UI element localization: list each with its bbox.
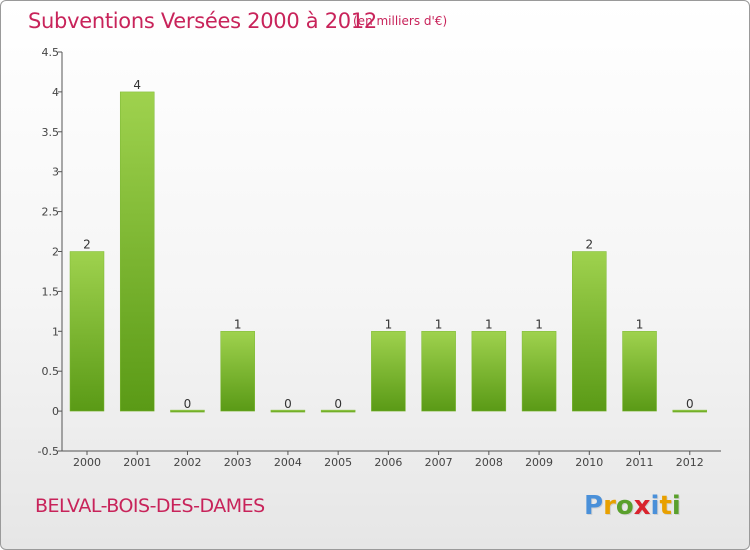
- logo-letter: i: [650, 491, 660, 521]
- bar: [572, 251, 607, 412]
- x-tick-label: 2008: [475, 456, 503, 469]
- x-tick-label: 2009: [525, 456, 553, 469]
- logo-letter: i: [671, 491, 681, 521]
- bar-value-label: 0: [686, 397, 694, 411]
- bar-value-label: 2: [585, 238, 593, 252]
- commune-name: BELVAL-BOIS-DES-DAMES: [35, 495, 265, 517]
- x-tick-label: 2002: [173, 456, 201, 469]
- bar: [119, 91, 155, 412]
- x-tick-label: 2000: [73, 456, 101, 469]
- bar: [521, 331, 557, 412]
- y-tick-label: 4: [52, 86, 59, 99]
- y-tick-label: 0.5: [42, 365, 60, 378]
- y-tick-label: 0: [52, 405, 59, 418]
- x-tick-label: 2011: [626, 456, 654, 469]
- bar-value-label: 1: [385, 317, 393, 331]
- bar: [622, 331, 657, 412]
- bar: [371, 331, 406, 412]
- bar-value-label: 4: [133, 78, 141, 92]
- bar-value-label: 2: [83, 238, 91, 252]
- x-tick-label: 2001: [123, 456, 151, 469]
- chart-unit-label: (en milliers d'€): [353, 14, 448, 28]
- bar: [471, 331, 507, 412]
- logo-letter: x: [633, 491, 651, 521]
- bar: [672, 409, 708, 413]
- x-tick-label: 2007: [425, 456, 453, 469]
- chart-title: Subventions Versées 2000 à 2012: [28, 9, 377, 33]
- y-tick-label: 3: [52, 166, 59, 179]
- bar-value-label: 1: [485, 317, 493, 331]
- bar: [170, 409, 205, 413]
- x-tick-label: 2010: [575, 456, 603, 469]
- y-tick-label: 2.5: [42, 206, 60, 219]
- logo-letter: r: [603, 491, 616, 521]
- proxiti-logo: Proxiti: [584, 491, 681, 521]
- x-tick-label: 2003: [224, 456, 252, 469]
- bar-value-label: 1: [535, 317, 543, 331]
- y-tick-label: -0.5: [38, 445, 59, 458]
- bar-value-label: 0: [284, 397, 292, 411]
- x-tick-label: 2012: [676, 456, 704, 469]
- x-tick-label: 2005: [324, 456, 352, 469]
- bar-value-label: 1: [234, 317, 242, 331]
- bar: [320, 409, 356, 413]
- logo-letter: P: [584, 491, 604, 521]
- logo-letter: t: [659, 491, 672, 521]
- y-tick-label: 1: [52, 325, 59, 338]
- bar-value-label: 1: [435, 317, 443, 331]
- x-tick-label: 2004: [274, 456, 302, 469]
- bar-value-label: 0: [184, 397, 192, 411]
- bar: [421, 331, 456, 412]
- bar: [270, 409, 306, 413]
- y-tick-label: 3.5: [42, 126, 60, 139]
- bar-value-label: 1: [636, 317, 644, 331]
- bar: [69, 251, 105, 412]
- y-tick-label: 2: [52, 246, 59, 259]
- y-tick-label: 4.5: [42, 46, 60, 59]
- bar-value-label: 0: [334, 397, 342, 411]
- bar: [220, 331, 255, 412]
- logo-letter: o: [615, 491, 634, 521]
- x-tick-label: 2006: [374, 456, 402, 469]
- y-tick-label: 1.5: [42, 285, 60, 298]
